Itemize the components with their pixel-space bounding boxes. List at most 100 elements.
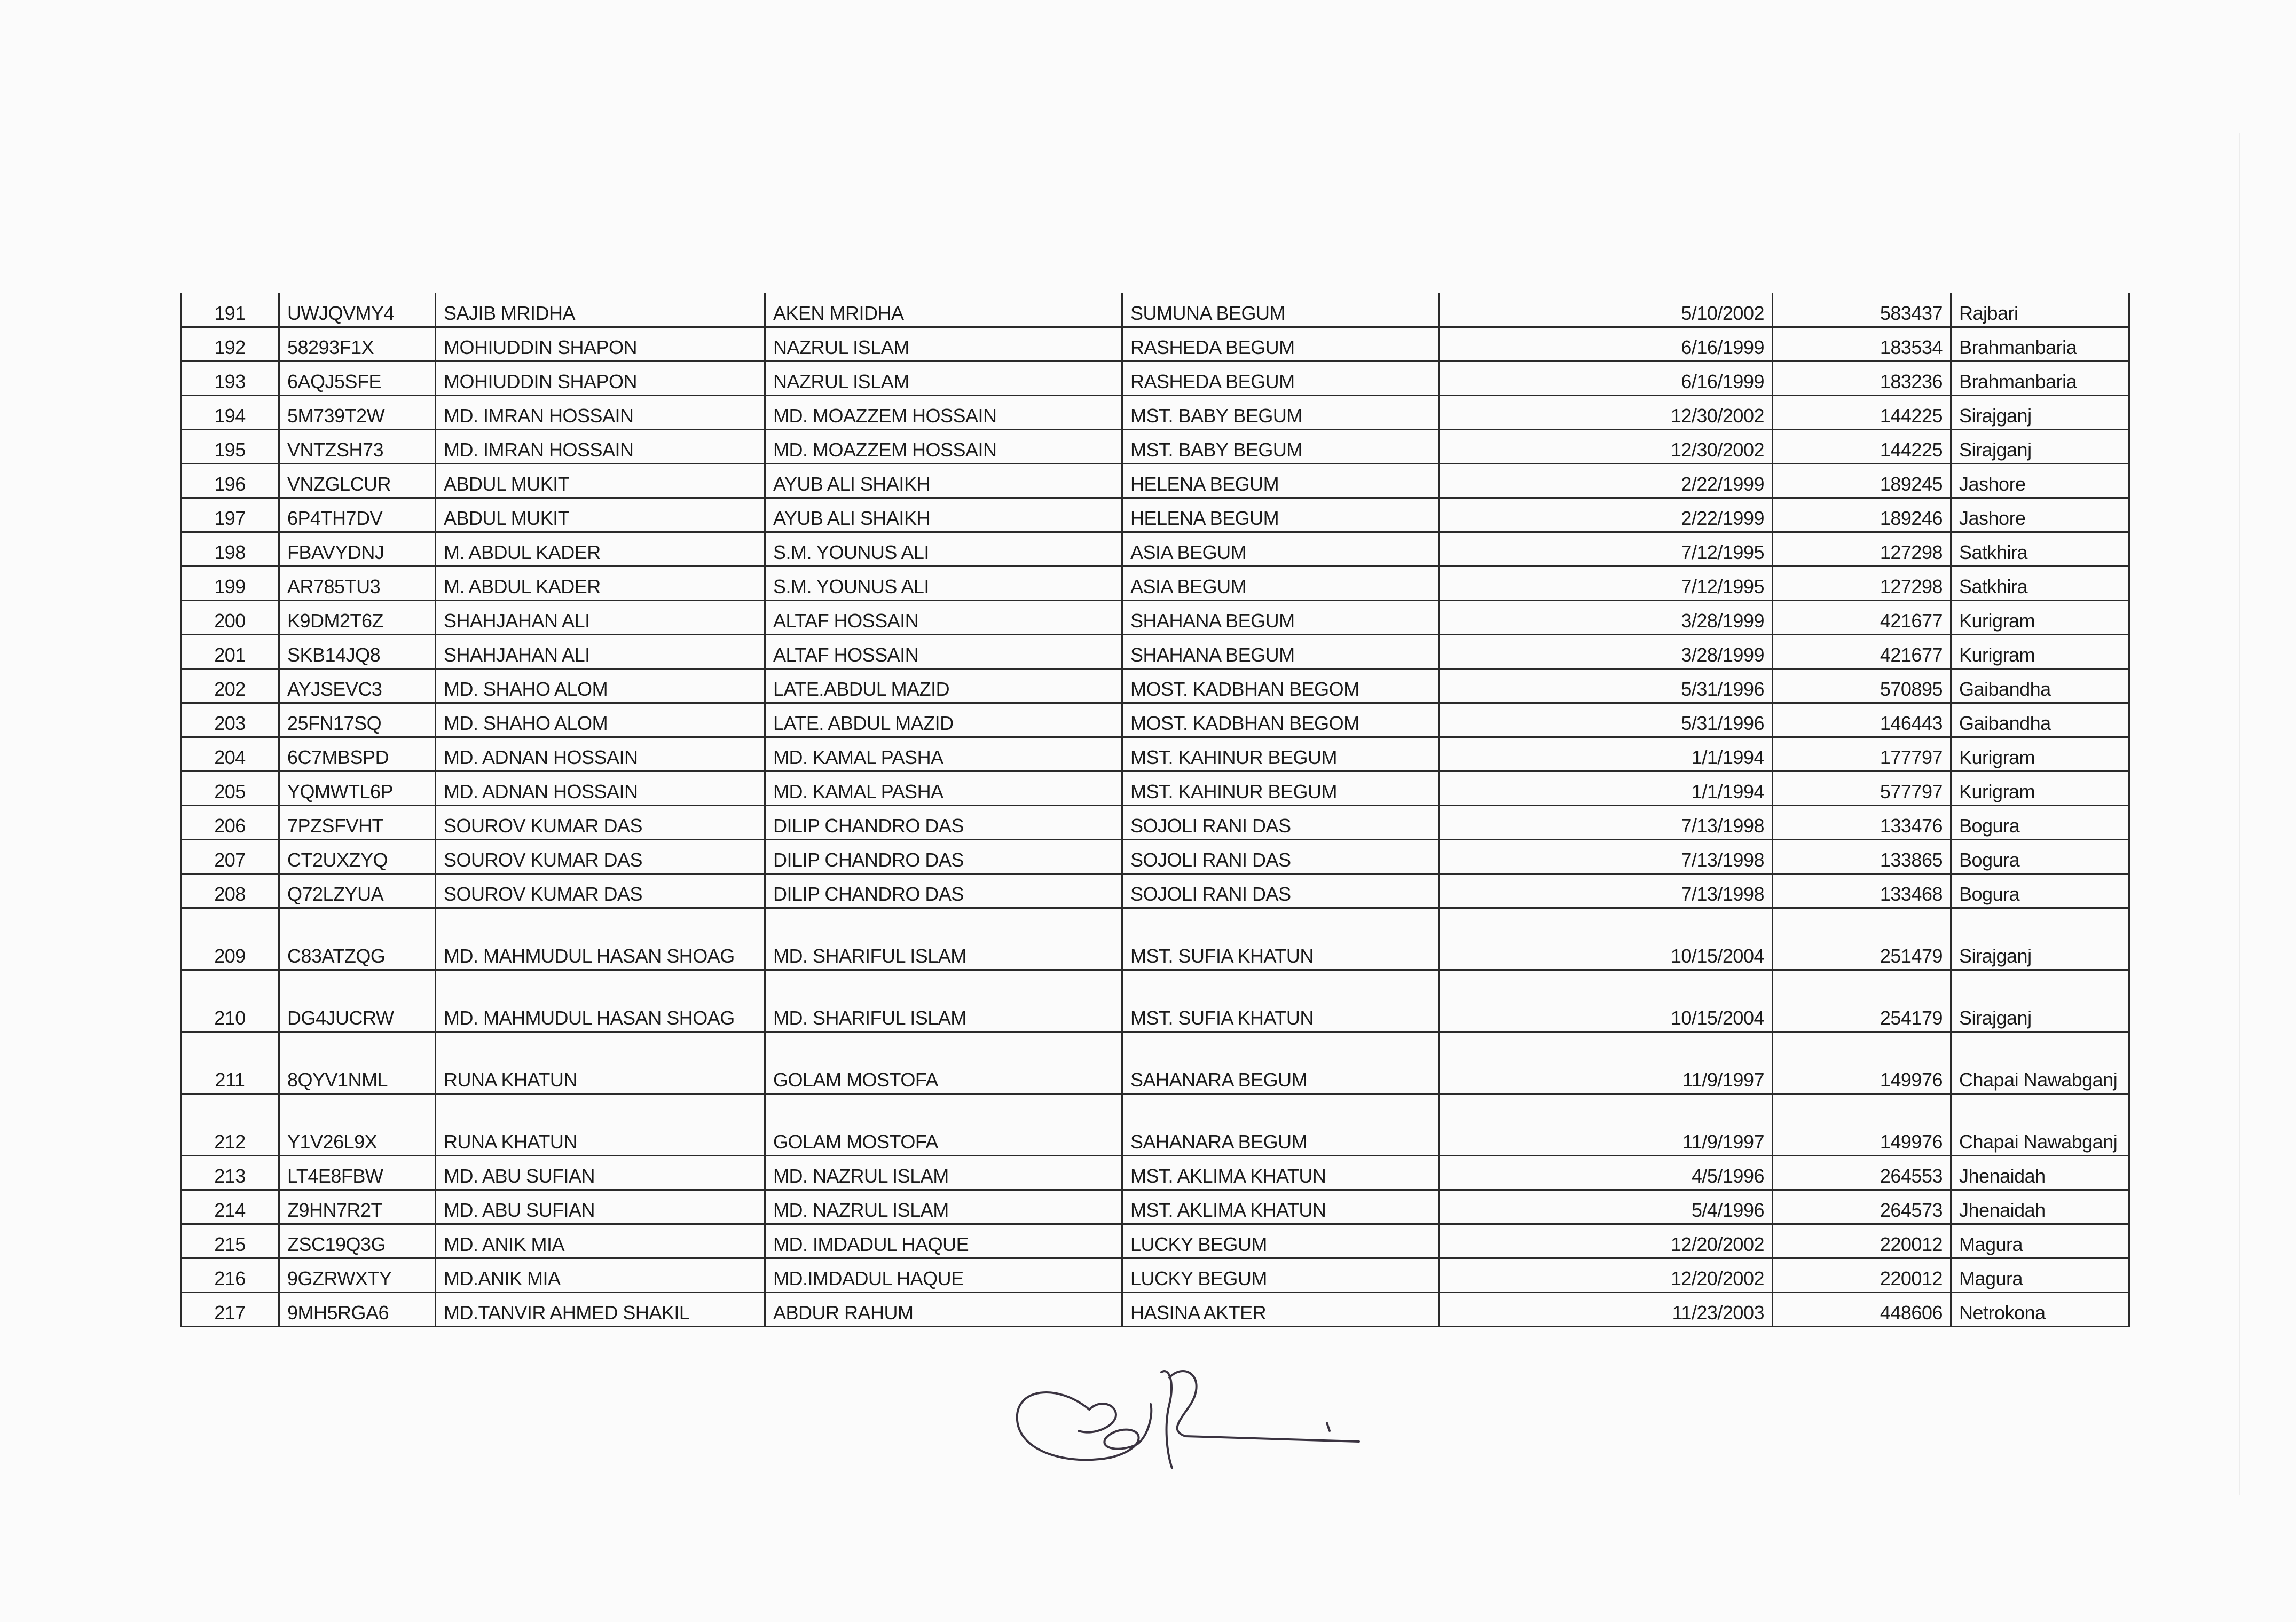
cell-name: SOUROV KUMAR DAS — [435, 872, 766, 909]
table-row: 214 Z9HN7R2T MD. ABU SUFIAN MD. NAZRUL ISLA… — [180, 1188, 2130, 1225]
cell-mother-name: ASIA BEGUM — [1121, 565, 1440, 601]
cell-district: Magura — [1950, 1223, 2130, 1259]
cell-name: MD. IMRAN HOSSAIN — [435, 394, 766, 430]
table-row: 206 7PZSFVHT SOUROV KUMAR DAS DILIP CHANDRO… — [180, 804, 2130, 840]
cell-dob: 1/1/1994 — [1438, 736, 1773, 772]
cell-serial: 206 — [180, 804, 280, 840]
cell-mother-name: RASHEDA BEGUM — [1121, 326, 1440, 362]
cell-father-name: GOLAM MOSTOFA — [764, 1092, 1123, 1156]
cell-code: DG4JUCRW — [278, 969, 436, 1033]
cell-dob: 7/13/1998 — [1438, 804, 1773, 840]
cell-mother-name: ASIA BEGUM — [1121, 531, 1440, 567]
cell-district: Sirajganj — [1950, 969, 2130, 1033]
cell-dob: 6/16/1999 — [1438, 326, 1773, 362]
cell-mother-name: MST. KAHINUR BEGUM — [1121, 770, 1440, 806]
cell-name: MD. MAHMUDUL HASAN SHOAG — [435, 907, 766, 971]
cell-mother-name: MOST. KADBHAN BEGOM — [1121, 702, 1440, 738]
cell-number: 144225 — [1772, 394, 1952, 430]
cell-code: 25FN17SQ — [278, 702, 436, 738]
table-row: 199 AR785TU3 M. ABDUL KADER S.M. YOUNUS ALI… — [180, 565, 2130, 601]
cell-father-name: LATE.ABDUL MAZID — [764, 667, 1123, 704]
cell-district: Kurigram — [1950, 770, 2130, 806]
cell-district: Chapai Nawabganj — [1950, 1092, 2130, 1156]
cell-dob: 11/9/1997 — [1438, 1092, 1773, 1156]
cell-mother-name: SHAHANA BEGUM — [1121, 599, 1440, 635]
cell-serial: 202 — [180, 667, 280, 704]
cell-district: Kurigram — [1950, 633, 2130, 670]
cell-code: UWJQVMY4 — [278, 293, 436, 328]
cell-dob: 10/15/2004 — [1438, 969, 1773, 1033]
cell-dob: 10/15/2004 — [1438, 907, 1773, 971]
cell-name: MD. ABU SUFIAN — [435, 1188, 766, 1225]
table-row: 197 6P4TH7DV ABDUL MUKIT AYUB ALI SHAIKH HEL… — [180, 497, 2130, 533]
cell-code: 8QYV1NML — [278, 1030, 436, 1095]
cell-mother-name: MST. BABY BEGUM — [1121, 428, 1440, 464]
cell-district: Bogura — [1950, 804, 2130, 840]
cell-dob: 7/13/1998 — [1438, 872, 1773, 909]
table-row: 217 9MH5RGA6 MD.TANVIR AHMED SHAKIL ABDUR R… — [180, 1291, 2130, 1327]
cell-serial: 193 — [180, 360, 280, 396]
cell-serial: 194 — [180, 394, 280, 430]
cell-name: MD.TANVIR AHMED SHAKIL — [435, 1291, 766, 1327]
cell-name: ABDUL MUKIT — [435, 497, 766, 533]
cell-district: Kurigram — [1950, 736, 2130, 772]
cell-mother-name: MST. KAHINUR BEGUM — [1121, 736, 1440, 772]
cell-serial: 195 — [180, 428, 280, 464]
cell-dob: 3/28/1999 — [1438, 599, 1773, 635]
cell-number: 146443 — [1772, 702, 1952, 738]
cell-code: Y1V26L9X — [278, 1092, 436, 1156]
cell-mother-name: MOST. KADBHAN BEGOM — [1121, 667, 1440, 704]
cell-name: MD. IMRAN HOSSAIN — [435, 428, 766, 464]
cell-code: 7PZSFVHT — [278, 804, 436, 840]
cell-number: 577797 — [1772, 770, 1952, 806]
cell-district: Sirajganj — [1950, 394, 2130, 430]
cell-district: Netrokona — [1950, 1291, 2130, 1327]
cell-serial: 211 — [180, 1030, 280, 1095]
cell-serial: 191 — [180, 293, 280, 328]
cell-dob: 2/22/1999 — [1438, 462, 1773, 499]
cell-code: FBAVYDNJ — [278, 531, 436, 567]
cell-district: Jashore — [1950, 462, 2130, 499]
table-row: 215 ZSC19Q3G MD. ANIK MIA MD. IMDADUL HAQUE… — [180, 1223, 2130, 1259]
cell-father-name: S.M. YOUNUS ALI — [764, 565, 1123, 601]
cell-name: MD. SHAHO ALOM — [435, 702, 766, 738]
cell-serial: 199 — [180, 565, 280, 601]
cell-code: ZSC19Q3G — [278, 1223, 436, 1259]
cell-father-name: GOLAM MOSTOFA — [764, 1030, 1123, 1095]
cell-father-name: ALTAF HOSSAIN — [764, 599, 1123, 635]
cell-serial: 198 — [180, 531, 280, 567]
cell-name: M. ABDUL KADER — [435, 565, 766, 601]
cell-serial: 201 — [180, 633, 280, 670]
cell-number: 127298 — [1772, 531, 1952, 567]
cell-father-name: MD. MOAZZEM HOSSAIN — [764, 394, 1123, 430]
cell-name: MOHIUDDIN SHAPON — [435, 326, 766, 362]
cell-number: 264573 — [1772, 1188, 1952, 1225]
cell-district: Kurigram — [1950, 599, 2130, 635]
cell-name: SHAHJAHAN ALI — [435, 633, 766, 670]
cell-dob: 5/31/1996 — [1438, 702, 1773, 738]
table-row: 198 FBAVYDNJ M. ABDUL KADER S.M. YOUNUS ALI… — [180, 531, 2130, 567]
cell-serial: 204 — [180, 736, 280, 772]
cell-code: K9DM2T6Z — [278, 599, 436, 635]
cell-code: LT4E8FBW — [278, 1154, 436, 1191]
cell-name: SAJIB MRIDHA — [435, 293, 766, 328]
cell-serial: 210 — [180, 969, 280, 1033]
cell-district: Sirajganj — [1950, 428, 2130, 464]
cell-number: 251479 — [1772, 907, 1952, 971]
cell-number: 183236 — [1772, 360, 1952, 396]
cell-serial: 212 — [180, 1092, 280, 1156]
cell-serial: 205 — [180, 770, 280, 806]
cell-father-name: AYUB ALI SHAIKH — [764, 497, 1123, 533]
cell-code: 9GZRWXTY — [278, 1257, 436, 1293]
cell-name: MD. SHAHO ALOM — [435, 667, 766, 704]
cell-district: Magura — [1950, 1257, 2130, 1293]
cell-district: Jashore — [1950, 497, 2130, 533]
table-row: 209 C83ATZQG MD. MAHMUDUL HASAN SHOAG MD. S… — [180, 907, 2130, 971]
cell-district: Gaibandha — [1950, 667, 2130, 704]
table-row: 208 Q72LZYUA SOUROV KUMAR DAS DILIP CHANDRO… — [180, 872, 2130, 909]
cell-code: YQMWTL6P — [278, 770, 436, 806]
cell-mother-name: MST. SUFIA KHATUN — [1121, 907, 1440, 971]
table-body: 191 UWJQVMY4 SAJIB MRIDHA AKEN MRIDHA SUMUNA… — [180, 293, 2130, 1327]
cell-number: 421677 — [1772, 633, 1952, 670]
cell-mother-name: MST. BABY BEGUM — [1121, 394, 1440, 430]
